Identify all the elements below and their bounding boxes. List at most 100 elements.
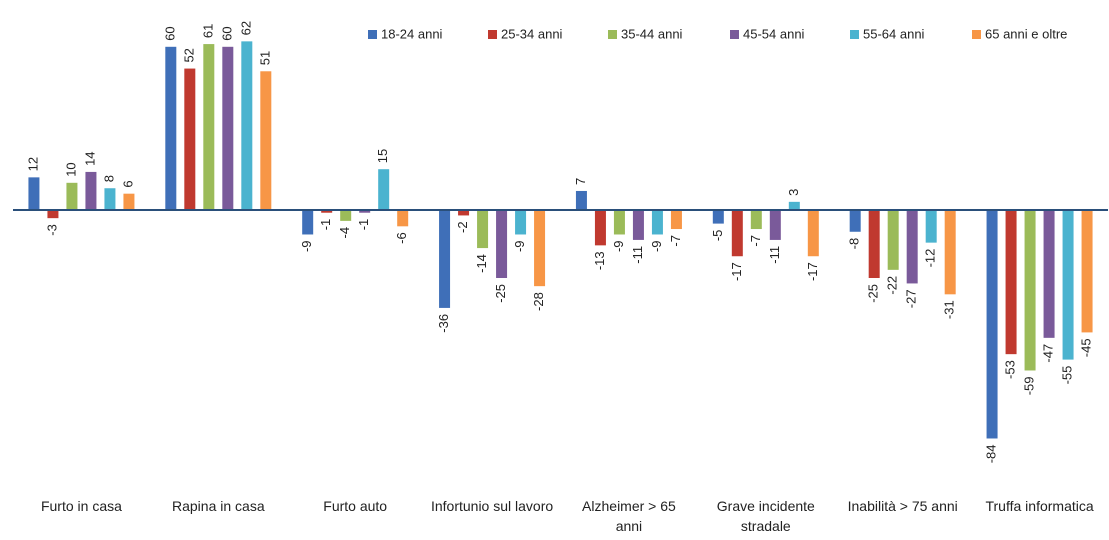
bar — [66, 182, 78, 210]
data-label: -12 — [923, 249, 938, 268]
x-tick-label: Grave incidente stradale — [716, 498, 815, 534]
data-label: -9 — [611, 240, 626, 252]
bar — [123, 193, 135, 210]
bar — [47, 210, 59, 219]
data-label: -25 — [493, 284, 508, 303]
bar — [731, 210, 743, 257]
x-tick-label: Infortunio sul lavoro — [430, 498, 554, 514]
bar — [1043, 210, 1055, 338]
data-label: -7 — [668, 235, 683, 247]
data-label: 3 — [786, 189, 801, 196]
data-label: -7 — [748, 235, 763, 247]
bar — [750, 210, 762, 230]
data-label: -84 — [984, 444, 999, 463]
data-label: -11 — [630, 246, 645, 264]
bar — [477, 210, 489, 249]
bar — [868, 210, 880, 278]
data-label: 14 — [82, 151, 97, 165]
bar — [458, 210, 470, 216]
x-tick-label: Truffa informatica — [985, 498, 1094, 514]
x-tick-label: Inabilità > 75 anni — [847, 498, 958, 514]
data-label: -13 — [592, 251, 607, 270]
bar — [613, 210, 625, 235]
legend-label: 55-64 anni — [863, 26, 925, 41]
data-label: -9 — [299, 240, 314, 252]
data-label: -2 — [455, 221, 470, 233]
bar — [1024, 210, 1036, 371]
bar — [439, 210, 451, 308]
bar — [1005, 210, 1017, 355]
bar — [944, 210, 956, 295]
bar — [85, 171, 97, 210]
bar — [203, 44, 215, 210]
data-label: 8 — [101, 175, 116, 182]
bar — [906, 210, 918, 284]
legend-label: 25-34 anni — [501, 26, 563, 41]
bar — [104, 188, 116, 210]
bar — [651, 210, 663, 235]
data-label: -22 — [885, 276, 900, 295]
x-tick-label: Furto in casa — [40, 498, 122, 514]
data-label: -25 — [866, 284, 881, 303]
data-label: -47 — [1041, 344, 1056, 363]
data-label: 60 — [162, 26, 177, 40]
legend-label: 45-54 anni — [743, 26, 805, 41]
data-label: 12 — [25, 157, 40, 171]
data-label: -1 — [318, 219, 333, 231]
bar — [712, 210, 724, 224]
bar — [925, 210, 937, 243]
bar — [241, 41, 253, 210]
data-label: -36 — [436, 314, 451, 333]
legend-label: 65 anni e oltre — [985, 26, 1067, 41]
bar — [340, 210, 352, 221]
data-label: -53 — [1003, 360, 1018, 379]
bar — [184, 68, 196, 210]
legend-swatch — [608, 30, 617, 39]
bar — [887, 210, 899, 270]
data-label: 52 — [181, 48, 196, 62]
bar — [28, 177, 40, 210]
data-label: 62 — [238, 21, 253, 35]
legend-swatch — [972, 30, 981, 39]
x-tick-label: Alzheimer > 65 anni — [582, 498, 676, 534]
data-label: -4 — [337, 227, 352, 239]
data-label: -27 — [904, 289, 919, 308]
data-label: 6 — [120, 180, 135, 187]
data-label: 7 — [573, 178, 588, 185]
x-tick-label: Rapina in casa — [172, 498, 265, 514]
data-label: -3 — [44, 224, 59, 236]
bar — [670, 210, 682, 230]
data-label: -17 — [805, 262, 820, 281]
data-label: -9 — [512, 240, 527, 252]
data-label: 51 — [257, 51, 272, 65]
bar — [632, 210, 644, 240]
bar — [769, 210, 781, 240]
legend-label: 35-44 anni — [621, 26, 683, 41]
bar — [359, 210, 371, 213]
data-label: -6 — [394, 232, 409, 244]
data-label: -14 — [474, 254, 489, 273]
data-label: 60 — [219, 26, 234, 40]
legend-swatch — [730, 30, 739, 39]
bar — [849, 210, 861, 232]
legend-swatch — [368, 30, 377, 39]
bar — [807, 210, 819, 257]
bar — [594, 210, 606, 246]
data-label: -59 — [1022, 376, 1037, 395]
x-tick-label: Furto auto — [323, 498, 388, 514]
bar — [321, 210, 333, 213]
bar — [986, 210, 998, 439]
data-label: -31 — [942, 300, 957, 319]
data-label: 10 — [63, 162, 78, 176]
bar — [222, 46, 234, 210]
bar — [165, 46, 177, 210]
data-label: -45 — [1079, 338, 1094, 357]
data-label: -5 — [710, 230, 725, 242]
bar — [397, 210, 409, 227]
data-label: -11 — [767, 246, 782, 264]
bar — [515, 210, 527, 235]
data-label: 61 — [200, 24, 215, 38]
bar — [788, 201, 800, 210]
